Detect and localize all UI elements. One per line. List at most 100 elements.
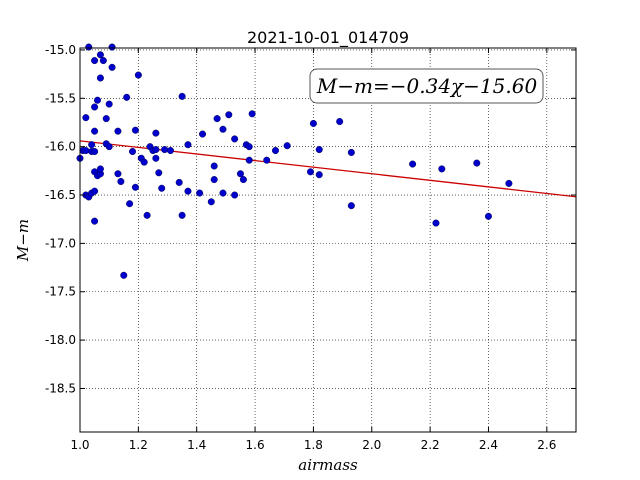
x-tick-label: 1.8 xyxy=(304,438,323,452)
data-point xyxy=(199,130,207,138)
data-point xyxy=(91,147,99,155)
data-point xyxy=(245,156,253,164)
data-point xyxy=(82,114,90,122)
data-point xyxy=(166,147,174,155)
y-tick-label: -16.5 xyxy=(45,188,76,202)
data-point xyxy=(134,71,142,79)
data-point xyxy=(184,187,192,195)
x-tick-label: 1.2 xyxy=(129,438,148,452)
data-point xyxy=(131,183,139,191)
data-point xyxy=(120,271,128,279)
data-point xyxy=(283,142,291,150)
data-point xyxy=(105,100,113,108)
chart-title: 2021-10-01_014709 xyxy=(247,28,409,48)
data-point xyxy=(91,57,99,65)
data-point xyxy=(219,125,227,133)
x-tick-label: 2.6 xyxy=(537,438,556,452)
data-point xyxy=(309,119,317,127)
data-point xyxy=(484,212,492,220)
data-point xyxy=(85,43,93,51)
data-point xyxy=(505,179,513,187)
x-tick-label: 1.6 xyxy=(246,438,265,452)
data-point xyxy=(207,198,215,206)
data-point xyxy=(409,160,417,168)
data-point xyxy=(213,115,221,123)
y-tick-label: -18.0 xyxy=(45,333,76,347)
data-point xyxy=(306,168,314,176)
plot-frame xyxy=(79,47,577,433)
y-tick-label: -15.5 xyxy=(45,91,76,105)
data-point xyxy=(315,171,323,179)
data-point xyxy=(248,110,256,118)
data-points xyxy=(76,43,513,279)
data-point xyxy=(123,93,131,101)
data-point xyxy=(96,51,104,59)
x-tick-label: 2.4 xyxy=(479,438,498,452)
data-point xyxy=(129,147,137,155)
data-point xyxy=(91,187,99,195)
data-point xyxy=(231,191,239,199)
y-axis-label: M−m xyxy=(14,219,32,262)
data-point xyxy=(347,202,355,210)
data-point xyxy=(108,63,116,71)
data-point xyxy=(96,74,104,82)
x-tick-label: 2.2 xyxy=(421,438,440,452)
y-tick-label: -18.5 xyxy=(45,381,76,395)
data-point xyxy=(126,200,134,208)
data-point xyxy=(231,135,239,143)
y-tick-label: -16.0 xyxy=(45,140,76,154)
data-point xyxy=(152,129,160,137)
data-point xyxy=(94,96,102,104)
axis-ticks xyxy=(79,48,576,432)
data-point xyxy=(91,127,99,135)
data-point xyxy=(158,184,166,192)
data-point xyxy=(239,176,247,184)
y-tick-label: -15.0 xyxy=(45,43,76,57)
data-point xyxy=(152,154,160,162)
data-point xyxy=(88,141,96,149)
annotation-box xyxy=(309,68,544,104)
data-point xyxy=(263,156,271,164)
data-point xyxy=(245,143,253,151)
data-point xyxy=(178,92,186,100)
data-point xyxy=(432,219,440,227)
data-point xyxy=(155,169,163,177)
data-point xyxy=(210,162,218,170)
x-tick-label: 1.4 xyxy=(187,438,206,452)
data-point xyxy=(131,126,139,134)
fit-annotation: M−m=−0.34χ−15.60 xyxy=(309,68,544,104)
y-tick-label: -17.0 xyxy=(45,236,76,250)
data-point xyxy=(175,178,183,186)
data-point xyxy=(178,211,186,219)
data-point xyxy=(114,170,122,178)
data-point xyxy=(102,115,110,123)
data-point xyxy=(438,165,446,173)
data-point xyxy=(99,57,107,65)
data-point xyxy=(140,158,148,166)
data-point xyxy=(105,143,113,151)
data-point xyxy=(196,189,204,197)
data-point xyxy=(347,148,355,156)
data-point xyxy=(236,170,244,178)
data-point xyxy=(161,146,169,154)
annotation-text: M−m=−0.34χ−15.60 xyxy=(316,74,538,98)
data-point xyxy=(271,147,279,155)
x-tick-labels: 1.0 1.2 1.4 1.6 1.8 2.0 2.2 2.4 2.6 xyxy=(70,438,556,452)
y-tick-labels: -15.0 -15.5 -16.0 -16.5 -17.0 -17.5 -18.0 -18.5 xyxy=(45,43,76,396)
x-axis-label: airmass xyxy=(298,456,358,474)
plot-background xyxy=(80,48,576,432)
x-tick-label: 1.0 xyxy=(70,438,89,452)
data-point xyxy=(108,43,116,51)
data-point xyxy=(91,217,99,225)
data-point xyxy=(315,146,323,154)
data-point xyxy=(117,177,125,185)
data-point xyxy=(184,141,192,149)
data-point xyxy=(225,111,233,119)
data-point xyxy=(143,211,151,219)
data-point xyxy=(82,147,90,155)
data-point xyxy=(336,118,344,126)
data-point xyxy=(210,176,218,184)
y-tick-label: -17.5 xyxy=(45,285,76,299)
data-point xyxy=(91,103,99,111)
